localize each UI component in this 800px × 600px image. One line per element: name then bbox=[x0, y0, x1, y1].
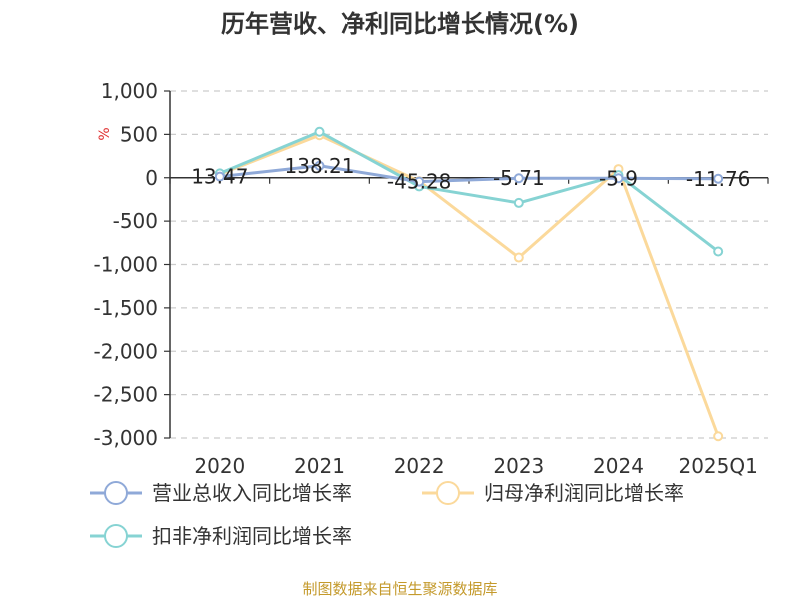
y-tick-label: -2,500 bbox=[94, 383, 158, 407]
x-tick-label: 2021 bbox=[294, 454, 345, 478]
x-tick-label: 2024 bbox=[593, 454, 644, 478]
legend-item[interactable]: 营业总收入同比增长率 bbox=[90, 481, 352, 505]
series-lines bbox=[214, 126, 724, 442]
data-point bbox=[314, 160, 325, 171]
data-point bbox=[414, 176, 425, 187]
series-line bbox=[219, 133, 720, 437]
legend-label: 扣非净利润同比增长率 bbox=[152, 524, 352, 548]
series-line bbox=[219, 130, 720, 253]
data-label: -5.9 bbox=[599, 166, 638, 190]
data-point bbox=[513, 252, 524, 263]
data-point bbox=[613, 173, 624, 184]
data-point bbox=[713, 431, 724, 442]
data-label: -5.71 bbox=[493, 166, 545, 190]
data-point bbox=[513, 173, 524, 184]
data-label: -11.76 bbox=[686, 167, 750, 191]
y-tick-label: -3,000 bbox=[94, 426, 158, 450]
axes: 1,000 500 0 -500 -1,000 -1,500 -2,000 -2,500 -3,… bbox=[94, 79, 769, 478]
legend-label: 归母净利润同比增长率 bbox=[484, 481, 684, 505]
y-tick-label: 1,000 bbox=[101, 79, 158, 103]
x-tick-label: 2025Q1 bbox=[678, 454, 757, 478]
y-axis-unit: % bbox=[97, 127, 113, 140]
data-label: 13.47 bbox=[191, 165, 248, 189]
legend-label: 营业总收入同比增长率 bbox=[152, 481, 352, 505]
legend-swatch-marker bbox=[104, 524, 128, 548]
series-line bbox=[219, 164, 719, 184]
legend-swatch-marker bbox=[104, 481, 128, 505]
x-tick-label: 2022 bbox=[394, 454, 445, 478]
y-tick-label: 500 bbox=[120, 122, 158, 146]
data-label: -45.28 bbox=[387, 170, 451, 194]
y-tick-label: -2,000 bbox=[94, 339, 158, 363]
x-tick-label: 2020 bbox=[194, 454, 245, 478]
y-tick-label: -500 bbox=[113, 209, 158, 233]
legend-item[interactable]: 归母净利润同比增长率 bbox=[422, 481, 684, 505]
source-note: 制图数据来自恒生聚源数据库 bbox=[302, 580, 497, 598]
data-point bbox=[314, 126, 325, 137]
x-tick-label: 2023 bbox=[493, 454, 544, 478]
data-point bbox=[713, 246, 724, 257]
data-point bbox=[513, 197, 524, 208]
chart-title: 历年营收、净利同比增长情况(%) bbox=[221, 10, 579, 38]
y-tick-label: -1,500 bbox=[94, 296, 158, 320]
data-labels: 13.47 138.21 -45.28 -5.71 -5.9 -11.76 bbox=[191, 154, 750, 194]
y-tick-label: -1,000 bbox=[94, 253, 158, 277]
data-label: 138.21 bbox=[285, 154, 355, 178]
legend-item[interactable]: 扣非净利润同比增长率 bbox=[90, 524, 352, 548]
data-point bbox=[713, 173, 724, 184]
grid-lines bbox=[170, 90, 768, 439]
legend-swatch-marker bbox=[436, 481, 460, 505]
y-tick-label: 0 bbox=[145, 166, 158, 190]
data-point bbox=[214, 171, 225, 182]
